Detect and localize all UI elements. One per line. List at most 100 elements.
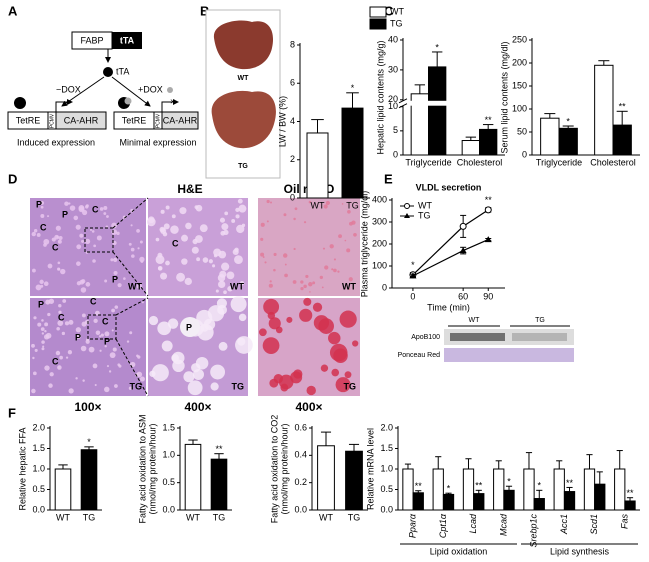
y-tick-label: 1.0 xyxy=(32,463,45,473)
cell-texture xyxy=(64,201,69,206)
tetre-label: TetRE xyxy=(122,115,147,125)
significance: * xyxy=(507,477,511,487)
liver-photos: WT TG xyxy=(205,9,281,179)
cell-texture xyxy=(203,318,216,331)
cell-texture xyxy=(148,315,159,326)
vessel xyxy=(180,317,200,337)
cell-texture xyxy=(290,371,303,384)
bar xyxy=(594,64,614,156)
panel-letter: E xyxy=(384,171,393,186)
cell-texture xyxy=(322,247,326,250)
cell-texture xyxy=(113,257,118,263)
panel-letter: A xyxy=(8,3,18,18)
significance: ** xyxy=(627,488,635,498)
cell-texture xyxy=(110,258,114,262)
magnification: 400× xyxy=(295,400,322,414)
cell-texture xyxy=(75,333,82,339)
cell-texture xyxy=(167,318,179,329)
cell-texture xyxy=(335,377,351,393)
bar xyxy=(553,468,565,511)
blot-group: WT xyxy=(469,317,481,324)
zone-label: P xyxy=(62,209,68,219)
cell-texture xyxy=(57,261,61,265)
gene-label: CA-AHR xyxy=(163,115,198,125)
cell-texture xyxy=(235,336,253,354)
y-tick-label: 100 xyxy=(512,103,527,113)
cell-texture xyxy=(232,248,239,256)
bar xyxy=(612,124,632,156)
cell-texture xyxy=(60,268,66,275)
cell-texture xyxy=(141,301,144,304)
bar xyxy=(594,483,606,511)
point xyxy=(484,236,492,243)
bar xyxy=(540,117,560,156)
photo-label: TG xyxy=(238,163,248,170)
cell-texture xyxy=(44,322,49,327)
y-tick-label: 0.4 xyxy=(294,450,307,460)
cell-texture xyxy=(160,209,165,214)
cell-texture xyxy=(100,333,104,337)
cell-texture xyxy=(341,203,344,205)
tta-box xyxy=(112,32,142,49)
cell-texture xyxy=(112,240,117,246)
y-tick-label: 100 xyxy=(372,260,387,270)
significance: * xyxy=(87,437,91,447)
y-tick-label: 0.0 xyxy=(380,504,393,514)
photo-label: WT xyxy=(238,75,250,82)
blot-group: TG xyxy=(535,317,545,324)
cell-texture xyxy=(320,364,329,372)
cell-texture xyxy=(79,233,84,238)
y-tick-label: 1.5 xyxy=(162,422,175,432)
cell-texture xyxy=(352,340,359,347)
zone-label: C xyxy=(172,238,179,248)
cell-texture xyxy=(41,332,44,335)
bar xyxy=(412,492,424,511)
cell-texture xyxy=(47,215,50,218)
cell-texture xyxy=(155,237,160,242)
cell-texture xyxy=(184,277,192,286)
cell-texture xyxy=(41,347,45,351)
cell-texture xyxy=(337,270,340,273)
cell-texture xyxy=(309,291,311,293)
cell-texture xyxy=(306,385,316,396)
cell-texture xyxy=(73,215,79,221)
bar xyxy=(583,468,596,511)
cell-texture xyxy=(321,286,324,289)
cell-texture xyxy=(235,214,240,219)
cell-texture xyxy=(106,365,110,368)
significance: ** xyxy=(415,481,423,491)
cell-texture xyxy=(284,273,288,278)
y-tick-label: 150 xyxy=(512,80,527,90)
cell-texture xyxy=(181,234,188,242)
cell-texture xyxy=(191,363,201,373)
cell-texture xyxy=(117,363,121,367)
cell-texture xyxy=(81,239,85,243)
cell-texture xyxy=(273,252,277,257)
cell-texture xyxy=(312,302,323,312)
cell-texture xyxy=(170,225,179,234)
cell-texture xyxy=(348,288,351,290)
bar xyxy=(306,132,329,199)
cell-texture xyxy=(344,371,352,379)
micrograph xyxy=(148,198,248,296)
cell-texture xyxy=(43,281,49,287)
cell-texture xyxy=(218,341,228,351)
cell-texture xyxy=(81,321,87,327)
cell-texture xyxy=(284,263,287,266)
y-tick-label: 0 xyxy=(382,282,387,292)
cell-texture xyxy=(238,204,247,213)
cell-texture xyxy=(300,280,304,284)
liver xyxy=(213,20,274,70)
cell-texture xyxy=(146,217,156,227)
x-tick-label: Fas xyxy=(619,514,629,530)
cell-texture xyxy=(68,319,74,325)
blot-row: Ponceau Red xyxy=(398,352,441,359)
cell-texture xyxy=(305,274,309,279)
gene-label: CA-AHR xyxy=(64,115,99,125)
cell-texture xyxy=(108,370,112,373)
image-label: WT xyxy=(342,281,356,291)
x-tick-label: Srebp1c xyxy=(529,514,539,548)
cell-texture xyxy=(195,235,203,243)
cell-texture xyxy=(283,213,287,217)
fabp-label: FABP xyxy=(80,35,103,45)
